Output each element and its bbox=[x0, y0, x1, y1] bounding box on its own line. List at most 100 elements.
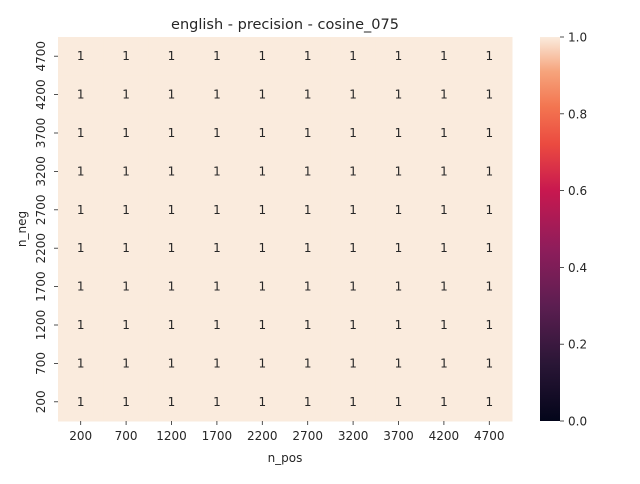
heatmap-cell bbox=[285, 229, 331, 268]
y-tick-label: 3200 bbox=[34, 156, 48, 187]
x-tick-label: 2200 bbox=[247, 429, 278, 443]
cell-value-label: 1 bbox=[213, 126, 221, 140]
heatmap-cell bbox=[239, 152, 286, 192]
cell-value-label: 1 bbox=[122, 203, 130, 217]
colorbar-ticks: 0.0 0.2 0.4 0.6 0.8 1.0 bbox=[560, 31, 587, 429]
heatmap-cell bbox=[330, 37, 377, 76]
cell-value-label: 1 bbox=[395, 280, 403, 294]
cell-value-label: 1 bbox=[485, 126, 493, 140]
heatmap-cell bbox=[103, 190, 150, 230]
cell-value-label: 1 bbox=[77, 318, 85, 332]
cell-value-label: 1 bbox=[77, 280, 85, 294]
cell-value-label: 1 bbox=[213, 203, 221, 217]
cell-value-label: 1 bbox=[304, 203, 312, 217]
heatmap-cell bbox=[330, 305, 377, 345]
cell-value-label: 1 bbox=[485, 164, 493, 178]
heatmap-cell bbox=[58, 113, 104, 153]
heatmap-cell bbox=[421, 190, 468, 230]
heatmap-cell bbox=[421, 113, 468, 153]
cell-value-label: 1 bbox=[349, 164, 357, 178]
colorbar-tick-label: 1.0 bbox=[568, 31, 587, 45]
cell-value-label: 1 bbox=[213, 280, 221, 294]
cell-value-label: 1 bbox=[304, 88, 312, 102]
cell-value-label: 1 bbox=[304, 241, 312, 255]
heatmap-cell bbox=[103, 152, 150, 192]
cell-value-label: 1 bbox=[349, 241, 357, 255]
cell-value-label: 1 bbox=[440, 241, 448, 255]
cell-value-label: 1 bbox=[440, 280, 448, 294]
heatmap-cell bbox=[239, 305, 286, 345]
cell-value-label: 1 bbox=[122, 164, 130, 178]
heatmap-cell bbox=[103, 113, 150, 153]
cell-value-label: 1 bbox=[395, 126, 403, 140]
heatmap-cell bbox=[148, 305, 195, 345]
heatmap-cell bbox=[285, 152, 331, 192]
cell-value-label: 1 bbox=[258, 49, 266, 63]
heatmap-cell bbox=[466, 229, 513, 268]
cell-value-label: 1 bbox=[168, 126, 176, 140]
cell-value-label: 1 bbox=[485, 356, 493, 370]
cell-value-label: 1 bbox=[485, 280, 493, 294]
heatmap-cell bbox=[103, 267, 150, 307]
heatmap-cell bbox=[375, 382, 422, 422]
cell-value-label: 1 bbox=[213, 241, 221, 255]
heatmap-cell bbox=[375, 37, 422, 76]
heatmap-cell bbox=[375, 113, 422, 153]
cell-value-label: 1 bbox=[213, 395, 221, 409]
heatmap-cell bbox=[194, 152, 241, 192]
cell-value-label: 1 bbox=[349, 280, 357, 294]
cell-value-label: 1 bbox=[395, 88, 403, 102]
cell-value-label: 1 bbox=[168, 241, 176, 255]
heatmap-cell bbox=[330, 152, 377, 192]
heatmap-cell bbox=[58, 344, 104, 384]
cell-value-label: 1 bbox=[122, 49, 130, 63]
heatmap-cell bbox=[285, 305, 331, 345]
cell-value-label: 1 bbox=[485, 203, 493, 217]
cell-value-label: 1 bbox=[395, 164, 403, 178]
heatmap-cell bbox=[103, 75, 150, 115]
y-tick-label: 1700 bbox=[34, 271, 48, 302]
heatmap-cell bbox=[103, 382, 150, 422]
cell-value-label: 1 bbox=[304, 164, 312, 178]
heatmap-cell bbox=[194, 382, 241, 422]
heatmap-cell bbox=[466, 190, 513, 230]
heatmap-cell bbox=[239, 75, 286, 115]
cell-value-label: 1 bbox=[258, 356, 266, 370]
cell-value-label: 1 bbox=[168, 88, 176, 102]
cell-value-label: 1 bbox=[395, 318, 403, 332]
cell-value-label: 1 bbox=[122, 395, 130, 409]
heatmap-cells bbox=[58, 37, 513, 422]
heatmap-cell bbox=[285, 382, 331, 422]
cell-value-label: 1 bbox=[349, 126, 357, 140]
heatmap-cell bbox=[103, 344, 150, 384]
cell-value-label: 1 bbox=[122, 126, 130, 140]
cell-value-label: 1 bbox=[213, 318, 221, 332]
heatmap-cell bbox=[466, 344, 513, 384]
cell-value-label: 1 bbox=[258, 280, 266, 294]
heatmap-cell bbox=[103, 229, 150, 268]
heatmap-cell bbox=[194, 113, 241, 153]
heatmap-cell bbox=[194, 305, 241, 345]
x-tick-label: 1200 bbox=[156, 429, 187, 443]
cell-value-label: 1 bbox=[77, 126, 85, 140]
cell-value-label: 1 bbox=[122, 241, 130, 255]
cell-value-label: 1 bbox=[168, 203, 176, 217]
heatmap-cell bbox=[285, 75, 331, 115]
heatmap-cell bbox=[375, 75, 422, 115]
colorbar bbox=[540, 37, 560, 421]
heatmap-cell bbox=[421, 75, 468, 115]
heatmap-cell bbox=[148, 113, 195, 153]
cell-value-label: 1 bbox=[304, 356, 312, 370]
cell-value-label: 1 bbox=[304, 126, 312, 140]
cell-value-label: 1 bbox=[258, 241, 266, 255]
heatmap-cell bbox=[58, 75, 104, 115]
cell-value-label: 1 bbox=[77, 395, 85, 409]
heatmap-cell bbox=[58, 267, 104, 307]
heatmap-cell bbox=[466, 113, 513, 153]
colorbar-tick-label: 0.6 bbox=[568, 184, 587, 198]
heatmap-cell bbox=[375, 229, 422, 268]
x-tick-label: 3200 bbox=[338, 429, 369, 443]
heatmap-cell bbox=[148, 267, 195, 307]
y-tick-label: 2700 bbox=[34, 195, 48, 226]
